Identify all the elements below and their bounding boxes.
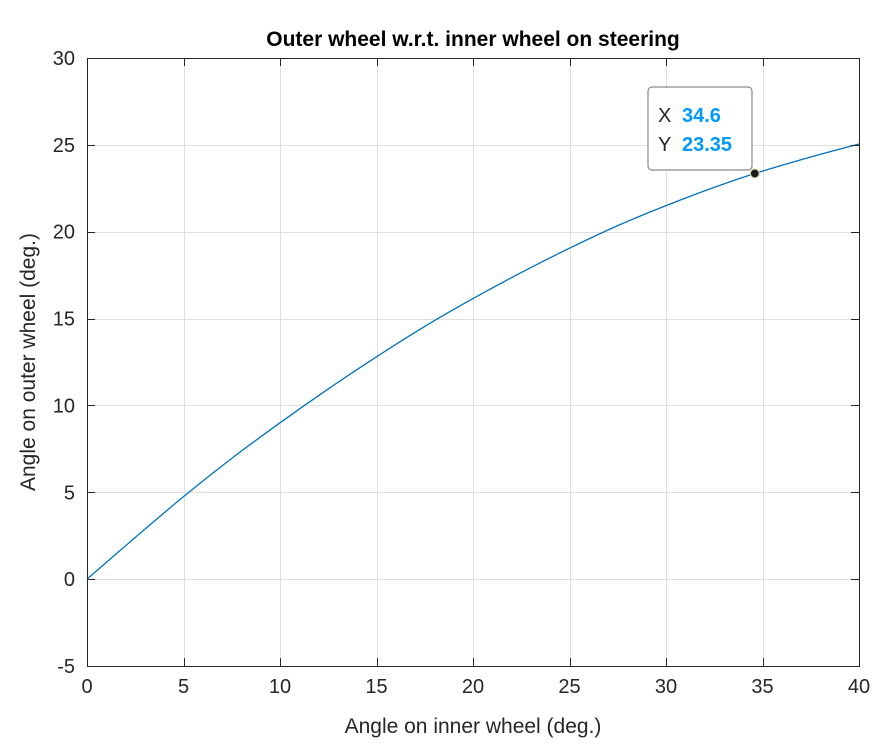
x-axis: 0 5 10 15 20 25 30 35 40 — [81, 58, 870, 698]
series-line — [86, 143, 860, 580]
y-tick-label: 15 — [53, 309, 75, 331]
x-tick-label: 0 — [81, 676, 92, 698]
datatip-x-value: 34.6 — [682, 105, 721, 127]
x-tick-label: 40 — [848, 676, 870, 698]
y-tick-label: -5 — [57, 656, 75, 678]
y-tick-label: 20 — [53, 222, 75, 244]
x-tick-label: 25 — [558, 676, 580, 698]
datatip-x-key: X — [658, 105, 671, 127]
x-axis-label: Angle on inner wheel (deg.) — [345, 715, 602, 738]
x-tick-label: 20 — [462, 676, 484, 698]
x-tick-label: 15 — [365, 676, 387, 698]
datatip[interactable]: X 34.6 Y 23.35 — [647, 86, 760, 179]
datatip-marker[interactable] — [749, 168, 760, 179]
datatip-y-value: 23.35 — [682, 134, 732, 156]
y-axis-label: Angle on outer wheel (deg.) — [17, 233, 40, 491]
x-tick-label: 30 — [655, 676, 677, 698]
y-tick-label: 25 — [53, 135, 75, 157]
y-axis: -5 0 5 10 15 20 25 30 — [53, 48, 859, 678]
series-group — [86, 143, 860, 580]
datatip-y-key: Y — [658, 134, 671, 156]
datatip-box[interactable] — [647, 86, 753, 171]
y-tick-label: 30 — [53, 48, 75, 70]
x-tick-label: 5 — [178, 676, 189, 698]
chart-title: Outer wheel w.r.t. inner wheel on steeri… — [266, 28, 679, 51]
x-tick-label: 35 — [751, 676, 773, 698]
y-tick-label: 5 — [64, 482, 75, 504]
y-tick-label: 10 — [53, 395, 75, 417]
y-tick-label: 0 — [64, 569, 75, 591]
x-tick-label: 10 — [269, 676, 291, 698]
